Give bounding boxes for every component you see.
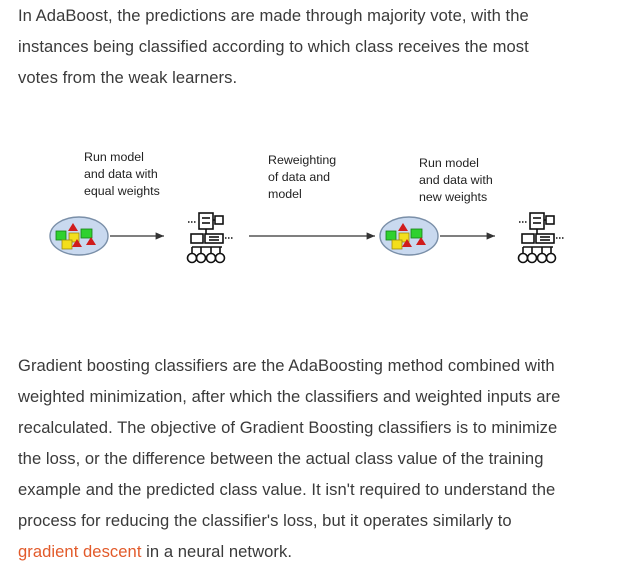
robot-model-icon [517, 212, 565, 264]
caption-run-model-new-weights: Run model and data with new weights [419, 155, 493, 206]
intro-line: votes from the weak learners. [18, 68, 238, 87]
intro-paragraph: In AdaBoost, the predictions are made th… [18, 0, 630, 93]
caption-line: Reweighting [268, 153, 337, 167]
adaboost-diagram: Run model and data with equal weights Re… [40, 140, 600, 290]
body-line: Gradient boosting classifiers are the Ad… [18, 356, 555, 375]
caption-line: and data with [84, 167, 158, 181]
robot-model-icon [186, 212, 234, 264]
gradient-descent-link[interactable]: gradient descent [18, 542, 142, 561]
data-cluster-icon [49, 216, 109, 256]
gradient-boosting-paragraph: Gradient boosting classifiers are the Ad… [18, 350, 630, 567]
body-line: weighted minimization, after which the c… [18, 387, 561, 406]
body-line-tail: in a neural network. [141, 542, 292, 561]
caption-line: and data with [419, 173, 493, 187]
diagram-graphics [49, 212, 565, 264]
caption-line: model [268, 187, 302, 201]
caption-reweighting: Reweighting of data and model [268, 152, 336, 203]
body-line: recalculated. The objective of Gradient … [18, 418, 558, 437]
body-line: process for reducing the classifier's lo… [18, 511, 512, 530]
caption-line: Run model [419, 156, 479, 170]
caption-line: new weights [419, 190, 488, 204]
data-cluster-icon [379, 216, 439, 256]
caption-line: equal weights [84, 184, 160, 198]
caption-line: of data and [268, 170, 331, 184]
caption-line: Run model [84, 150, 144, 164]
intro-line: instances being classified according to … [18, 37, 529, 56]
body-line: the loss, or the difference between the … [18, 449, 544, 468]
body-line: example and the predicted class value. I… [18, 480, 556, 499]
caption-run-model-equal-weights: Run model and data with equal weights [84, 149, 160, 200]
body-last-line: gradient descent in a neural network. [18, 536, 630, 567]
intro-line: In AdaBoost, the predictions are made th… [18, 6, 529, 25]
